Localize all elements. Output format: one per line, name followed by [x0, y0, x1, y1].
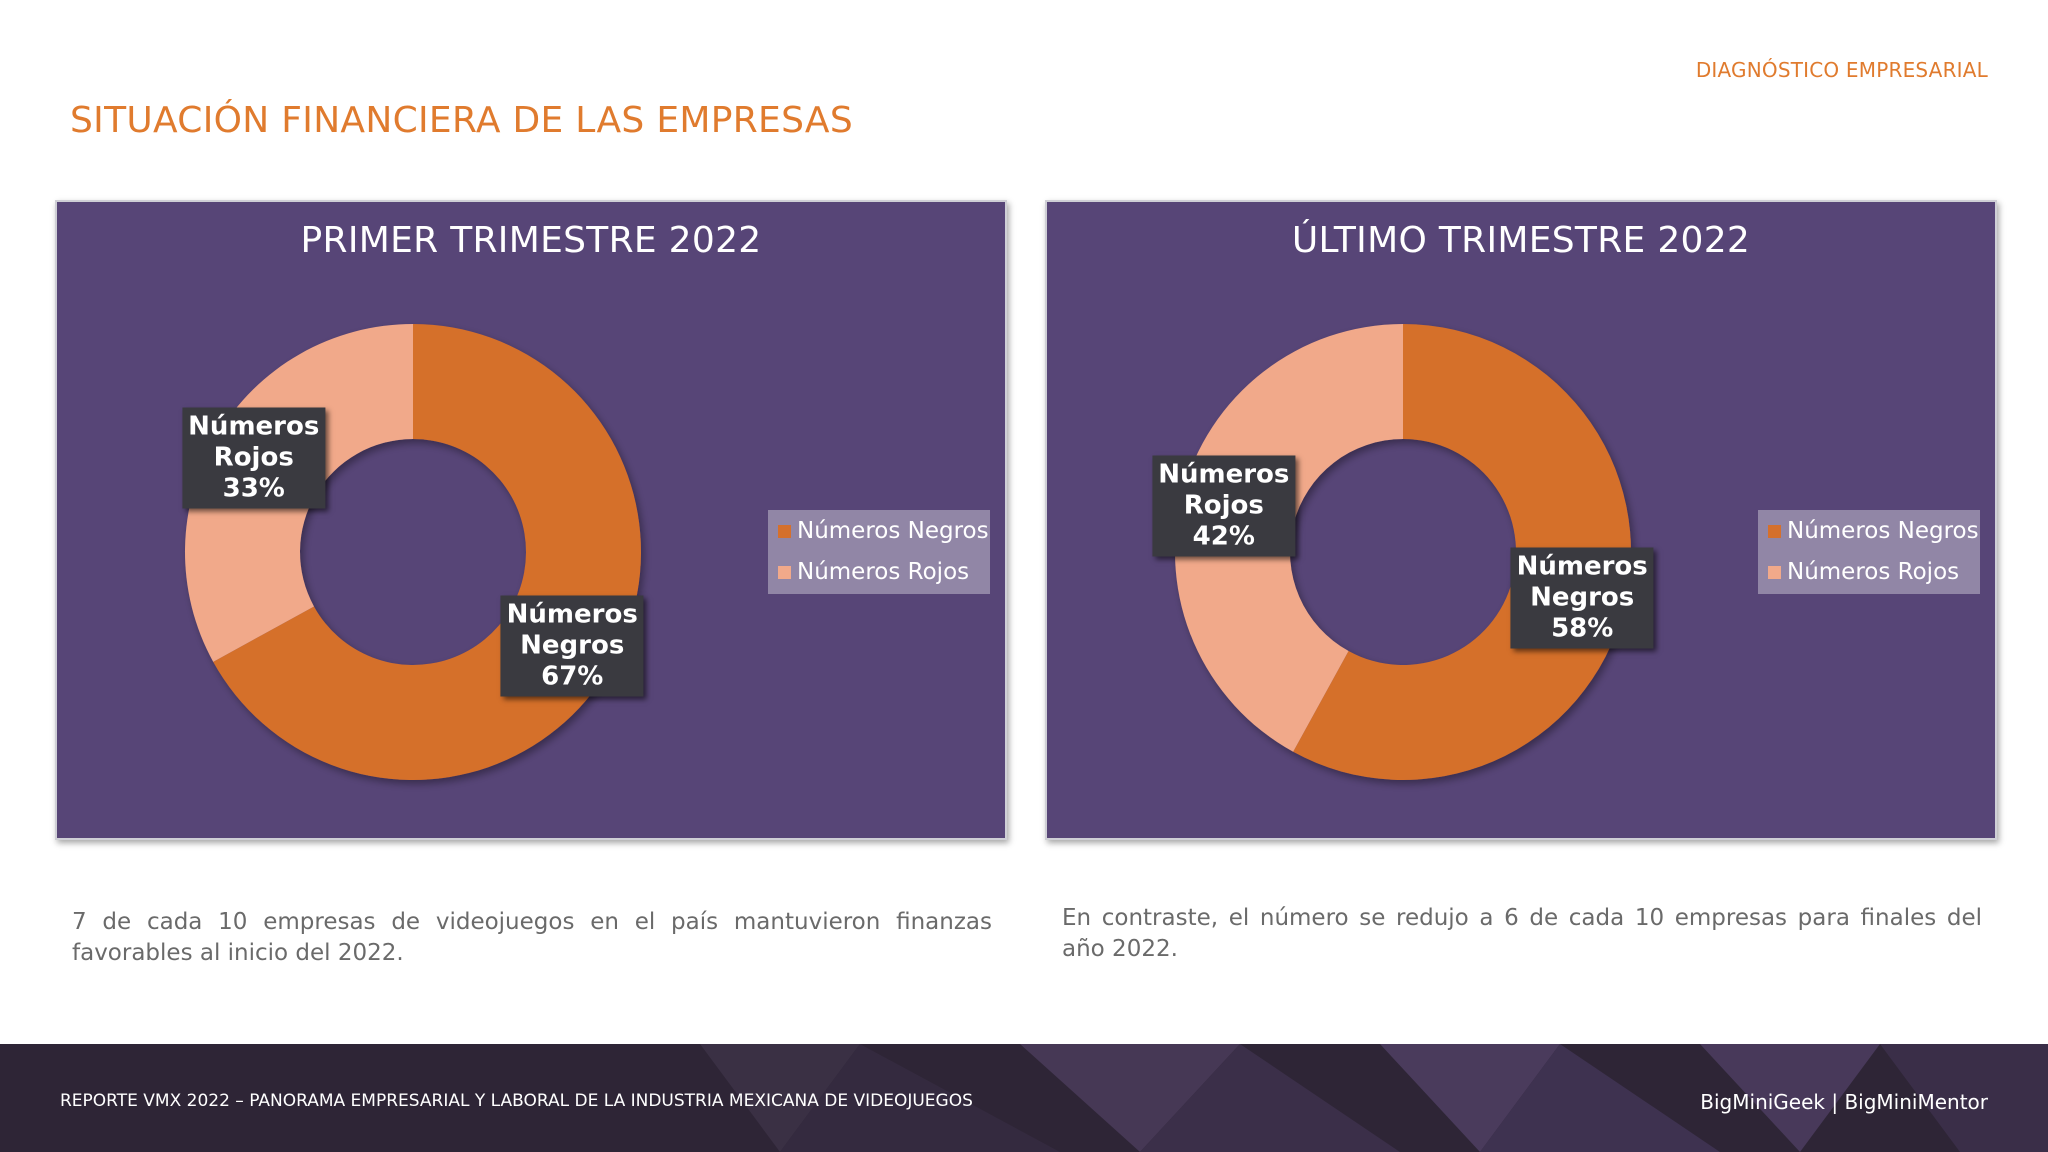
- data-label-line: Números: [506, 599, 638, 630]
- data-label-line: 42%: [1192, 521, 1255, 552]
- legend-label-negros: Números Negros: [1787, 518, 1979, 544]
- footer-brand: BigMiniGeek | BigMiniMentor: [1700, 1090, 1988, 1114]
- footer-facet: [1880, 1044, 2048, 1152]
- legend-swatch-negros: [778, 524, 791, 538]
- page-title: SITUACIÓN FINANCIERA DE LAS EMPRESAS: [70, 100, 853, 141]
- section-tag: DIAGNÓSTICO EMPRESARIAL: [1695, 58, 1988, 82]
- legend-swatch-rojos: [778, 565, 791, 579]
- chart-panel-first-quarter: PRIMER TRIMESTRE 2022 Números Negros Núm…: [55, 200, 1007, 840]
- data-label-rojos: Números Rojos 42%: [1152, 455, 1296, 557]
- data-label-line: Negros: [520, 630, 625, 661]
- chart-panel-last-quarter: ÚLTIMO TRIMESTRE 2022 Números Negros Núm…: [1045, 200, 1997, 840]
- data-label-line: Números: [1516, 551, 1648, 582]
- chart-title: ÚLTIMO TRIMESTRE 2022: [1291, 220, 1751, 261]
- legend-label-rojos: Números Rojos: [1787, 559, 1960, 585]
- data-label-line: 33%: [222, 473, 285, 504]
- legend-swatch-rojos: [1768, 565, 1781, 579]
- legend-label-rojos: Números Rojos: [797, 559, 970, 585]
- chart-legend: Números Negros Números Rojos: [768, 510, 990, 594]
- legend-swatch-negros: [1768, 524, 1781, 538]
- legend-item-negros: Números Negros: [778, 516, 989, 546]
- data-label-negros: Números Negros 58%: [1510, 547, 1654, 649]
- chart-legend: Números Negros Números Rojos: [1758, 510, 1980, 594]
- caption-last-quarter: En contraste, el número se redujo a 6 de…: [1062, 905, 1982, 962]
- footer-pattern: [700, 1044, 2048, 1152]
- footer-facet: [1700, 1044, 1880, 1152]
- donut-ring: [184, 324, 641, 781]
- legend-item-negros: Números Negros: [1768, 516, 1979, 546]
- data-label-line: Negros: [1530, 582, 1635, 613]
- data-label-line: Rojos: [1183, 490, 1264, 521]
- footer-facet: [1480, 1044, 1720, 1152]
- data-label-line: Números: [1158, 459, 1290, 490]
- footer-facet: [780, 1044, 1060, 1152]
- legend-item-rojos: Números Rojos: [1768, 557, 1959, 587]
- data-label-rojos: Números Rojos 33%: [182, 407, 326, 509]
- footer-report-title: REPORTE VMX 2022 – PANORAMA EMPRESARIAL …: [60, 1091, 973, 1111]
- data-label-line: Rojos: [213, 442, 294, 473]
- caption-first-quarter: 7 de cada 10 empresas de videojuegos en …: [72, 909, 992, 966]
- footer: REPORTE VMX 2022 – PANORAMA EMPRESARIAL …: [0, 1044, 2048, 1152]
- footer-facet: [700, 1044, 860, 1152]
- data-label-line: Números: [188, 411, 320, 442]
- chart-title: PRIMER TRIMESTRE 2022: [300, 220, 762, 261]
- footer-facet: [1140, 1044, 1400, 1152]
- data-label-line: 58%: [1551, 613, 1614, 644]
- footer-facet: [1020, 1044, 1240, 1152]
- legend-label-negros: Números Negros: [797, 518, 989, 544]
- legend-item-rojos: Números Rojos: [778, 557, 969, 587]
- footer-facet: [1380, 1044, 1560, 1152]
- data-label-negros: Números Negros 67%: [500, 595, 644, 697]
- donut-slice-negros: [1293, 324, 1631, 780]
- data-label-line: 67%: [541, 661, 604, 692]
